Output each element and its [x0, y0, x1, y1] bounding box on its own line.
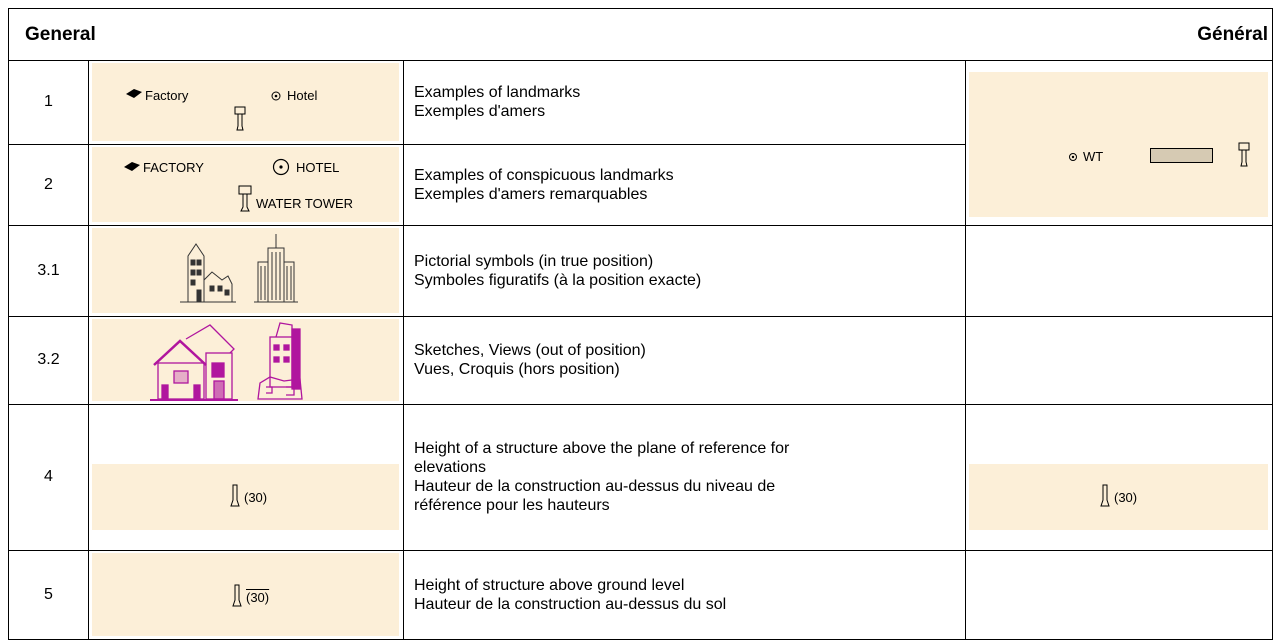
- symbol-cell: [88, 316, 404, 405]
- right-cell: [965, 225, 1273, 317]
- right-cell: [965, 550, 1273, 640]
- building-rect: [1150, 148, 1213, 163]
- description-line: Pictorial symbols (in true position): [414, 252, 654, 270]
- description-line: Examples of landmarks: [414, 84, 581, 101]
- description-line: Height of a structure above the plane of…: [414, 440, 790, 457]
- description-line: Exemples d'amers: [414, 103, 546, 120]
- symbol-cell: [88, 550, 404, 640]
- right-cell: [965, 404, 1273, 551]
- description-cell: Pictorial symbols (in true position) Sym…: [403, 225, 966, 317]
- symbol-label: Factory: [145, 88, 189, 103]
- description-line: Examples of conspicuous landmarks: [414, 166, 674, 184]
- symbol-bg: [92, 319, 399, 401]
- row-number: 4: [8, 404, 89, 551]
- description-line: elevations: [414, 459, 487, 476]
- water-tower-icon: [234, 106, 246, 131]
- symbol-bg: [92, 63, 399, 141]
- water-tower-icon: [1238, 142, 1250, 167]
- structure-icon: [1100, 484, 1110, 507]
- right-cell: [965, 316, 1273, 405]
- hotel-icon: [271, 91, 281, 101]
- row-number: 2: [8, 144, 89, 226]
- sketch-buildings: [150, 322, 303, 401]
- description-line: Exemples d'amers remarquables: [414, 185, 648, 203]
- structure-icon: [232, 584, 242, 607]
- description-cell: Height of structure above ground level H…: [403, 550, 966, 640]
- pictorial-buildings: [180, 234, 298, 303]
- description-line: Vues, Croquis (hors position): [414, 361, 620, 378]
- symbol-cell: [88, 144, 404, 226]
- symbol-bg: [92, 553, 399, 636]
- water-tower-icon: [238, 185, 252, 212]
- description-cell: Height of a structure above the plane of…: [403, 404, 966, 551]
- factory-icon: [126, 89, 142, 98]
- symbol-bg: [92, 464, 399, 530]
- right-cell: [965, 60, 1273, 226]
- right-bg: [969, 72, 1268, 217]
- description-line: Sketches, Views (out of position): [414, 342, 646, 359]
- symbol-label: FACTORY: [143, 160, 204, 175]
- symbol-bg: [92, 147, 399, 222]
- structure-icon: [230, 484, 240, 507]
- symbol-label: Hotel: [287, 88, 318, 103]
- row-number: 3.2: [8, 316, 89, 405]
- factory-icon: [124, 162, 140, 171]
- hotel-icon: [272, 158, 290, 176]
- symbol-label: (30): [246, 590, 270, 605]
- symbol-cell: [88, 60, 404, 145]
- symbol-cell: [88, 225, 404, 317]
- symbol-label: WT: [1083, 149, 1104, 164]
- hotel-icon: [1069, 153, 1077, 161]
- symbol-label: (30): [1114, 490, 1138, 505]
- description-cell: Examples of conspicuous landmarks Exempl…: [403, 144, 966, 226]
- description-line: Hauteur de la construction au-dessus du …: [414, 595, 727, 613]
- description-line: référence pour les hauteurs: [414, 497, 610, 514]
- symbol-label: WATER TOWER: [256, 196, 354, 211]
- symbol-cell: [88, 404, 404, 551]
- row-number: 5: [8, 550, 89, 640]
- description-line: Hauteur de la construction au-dessus du …: [414, 478, 776, 495]
- title-right: Général: [1197, 24, 1268, 45]
- row-number: 3.1: [8, 225, 89, 317]
- description-cell: Examples of landmarks Exemples d'amers: [403, 60, 966, 145]
- description-cell: Sketches, Views (out of position) Vues, …: [403, 316, 966, 405]
- header-row: General Général: [8, 8, 1273, 61]
- row-number: 1: [8, 60, 89, 145]
- title-left: General: [25, 24, 96, 45]
- right-bg: [969, 464, 1268, 530]
- description-line: Symboles figuratifs (à la position exact…: [414, 271, 702, 289]
- description-line: Height of structure above ground level: [414, 576, 685, 594]
- symbol-label: (30): [244, 490, 268, 505]
- symbol-bg: [92, 228, 399, 313]
- symbol-label: HOTEL: [296, 160, 340, 175]
